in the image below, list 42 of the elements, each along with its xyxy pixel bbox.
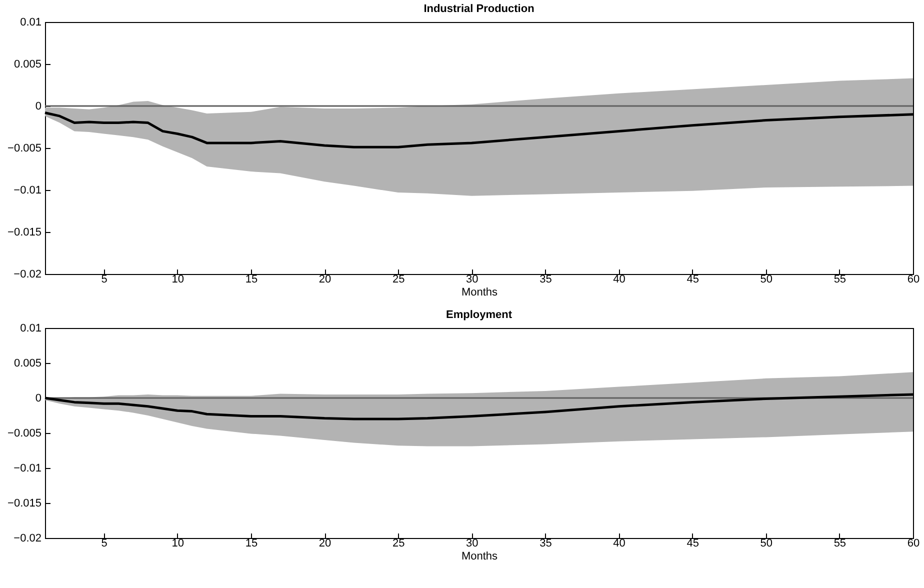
x-tick-label: 25 (392, 274, 405, 286)
x-tick-label: 15 (245, 538, 258, 550)
x-tick-label: 20 (318, 538, 332, 550)
x-tick-label: 45 (686, 274, 699, 286)
y-tick-label: 0.01 (20, 16, 42, 28)
x-tick-label: 30 (466, 538, 478, 550)
x-tick-label: 40 (613, 538, 626, 550)
y-tick-label: −0.02 (14, 532, 42, 544)
y-tick-label: 0 (35, 100, 42, 112)
x-tick-label: 35 (540, 538, 552, 550)
x-tick-label: 25 (392, 538, 405, 550)
x-tick-label: 30 (466, 274, 478, 286)
x-tick-label: 10 (172, 538, 184, 550)
y-tick-label: 0.005 (14, 58, 42, 70)
y-tick-label: 0.005 (14, 358, 42, 370)
chart-title: Industrial Production (424, 3, 535, 15)
x-tick-label: 60 (907, 538, 920, 550)
chart-title: Employment (446, 309, 512, 321)
y-tick-label: −0.015 (8, 226, 42, 238)
x-tick-label: 5 (101, 538, 108, 550)
x-axis-title: Months (461, 286, 498, 298)
y-tick-label: −0.02 (14, 268, 42, 280)
x-tick-label: 5 (101, 274, 108, 286)
y-tick-label: −0.005 (8, 428, 42, 440)
y-tick-label: −0.01 (14, 184, 42, 196)
y-tick-label: −0.01 (14, 462, 42, 474)
y-tick-label: −0.015 (8, 498, 42, 510)
x-tick-label: 20 (318, 274, 332, 286)
y-tick-label: −0.005 (8, 142, 42, 154)
x-tick-label: 40 (613, 274, 626, 286)
x-tick-label: 55 (834, 274, 846, 286)
y-tick-label: 0.01 (20, 322, 42, 334)
x-tick-label: 50 (760, 538, 773, 550)
x-tick-label: 10 (172, 274, 184, 286)
x-tick-label: 55 (834, 538, 846, 550)
x-tick-label: 35 (540, 274, 552, 286)
x-tick-label: 45 (686, 538, 699, 550)
y-tick-label: 0 (35, 392, 42, 404)
x-tick-label: 50 (760, 274, 773, 286)
x-tick-label: 15 (245, 274, 258, 286)
x-axis-title: Months (461, 550, 498, 562)
x-tick-label: 60 (907, 274, 920, 286)
